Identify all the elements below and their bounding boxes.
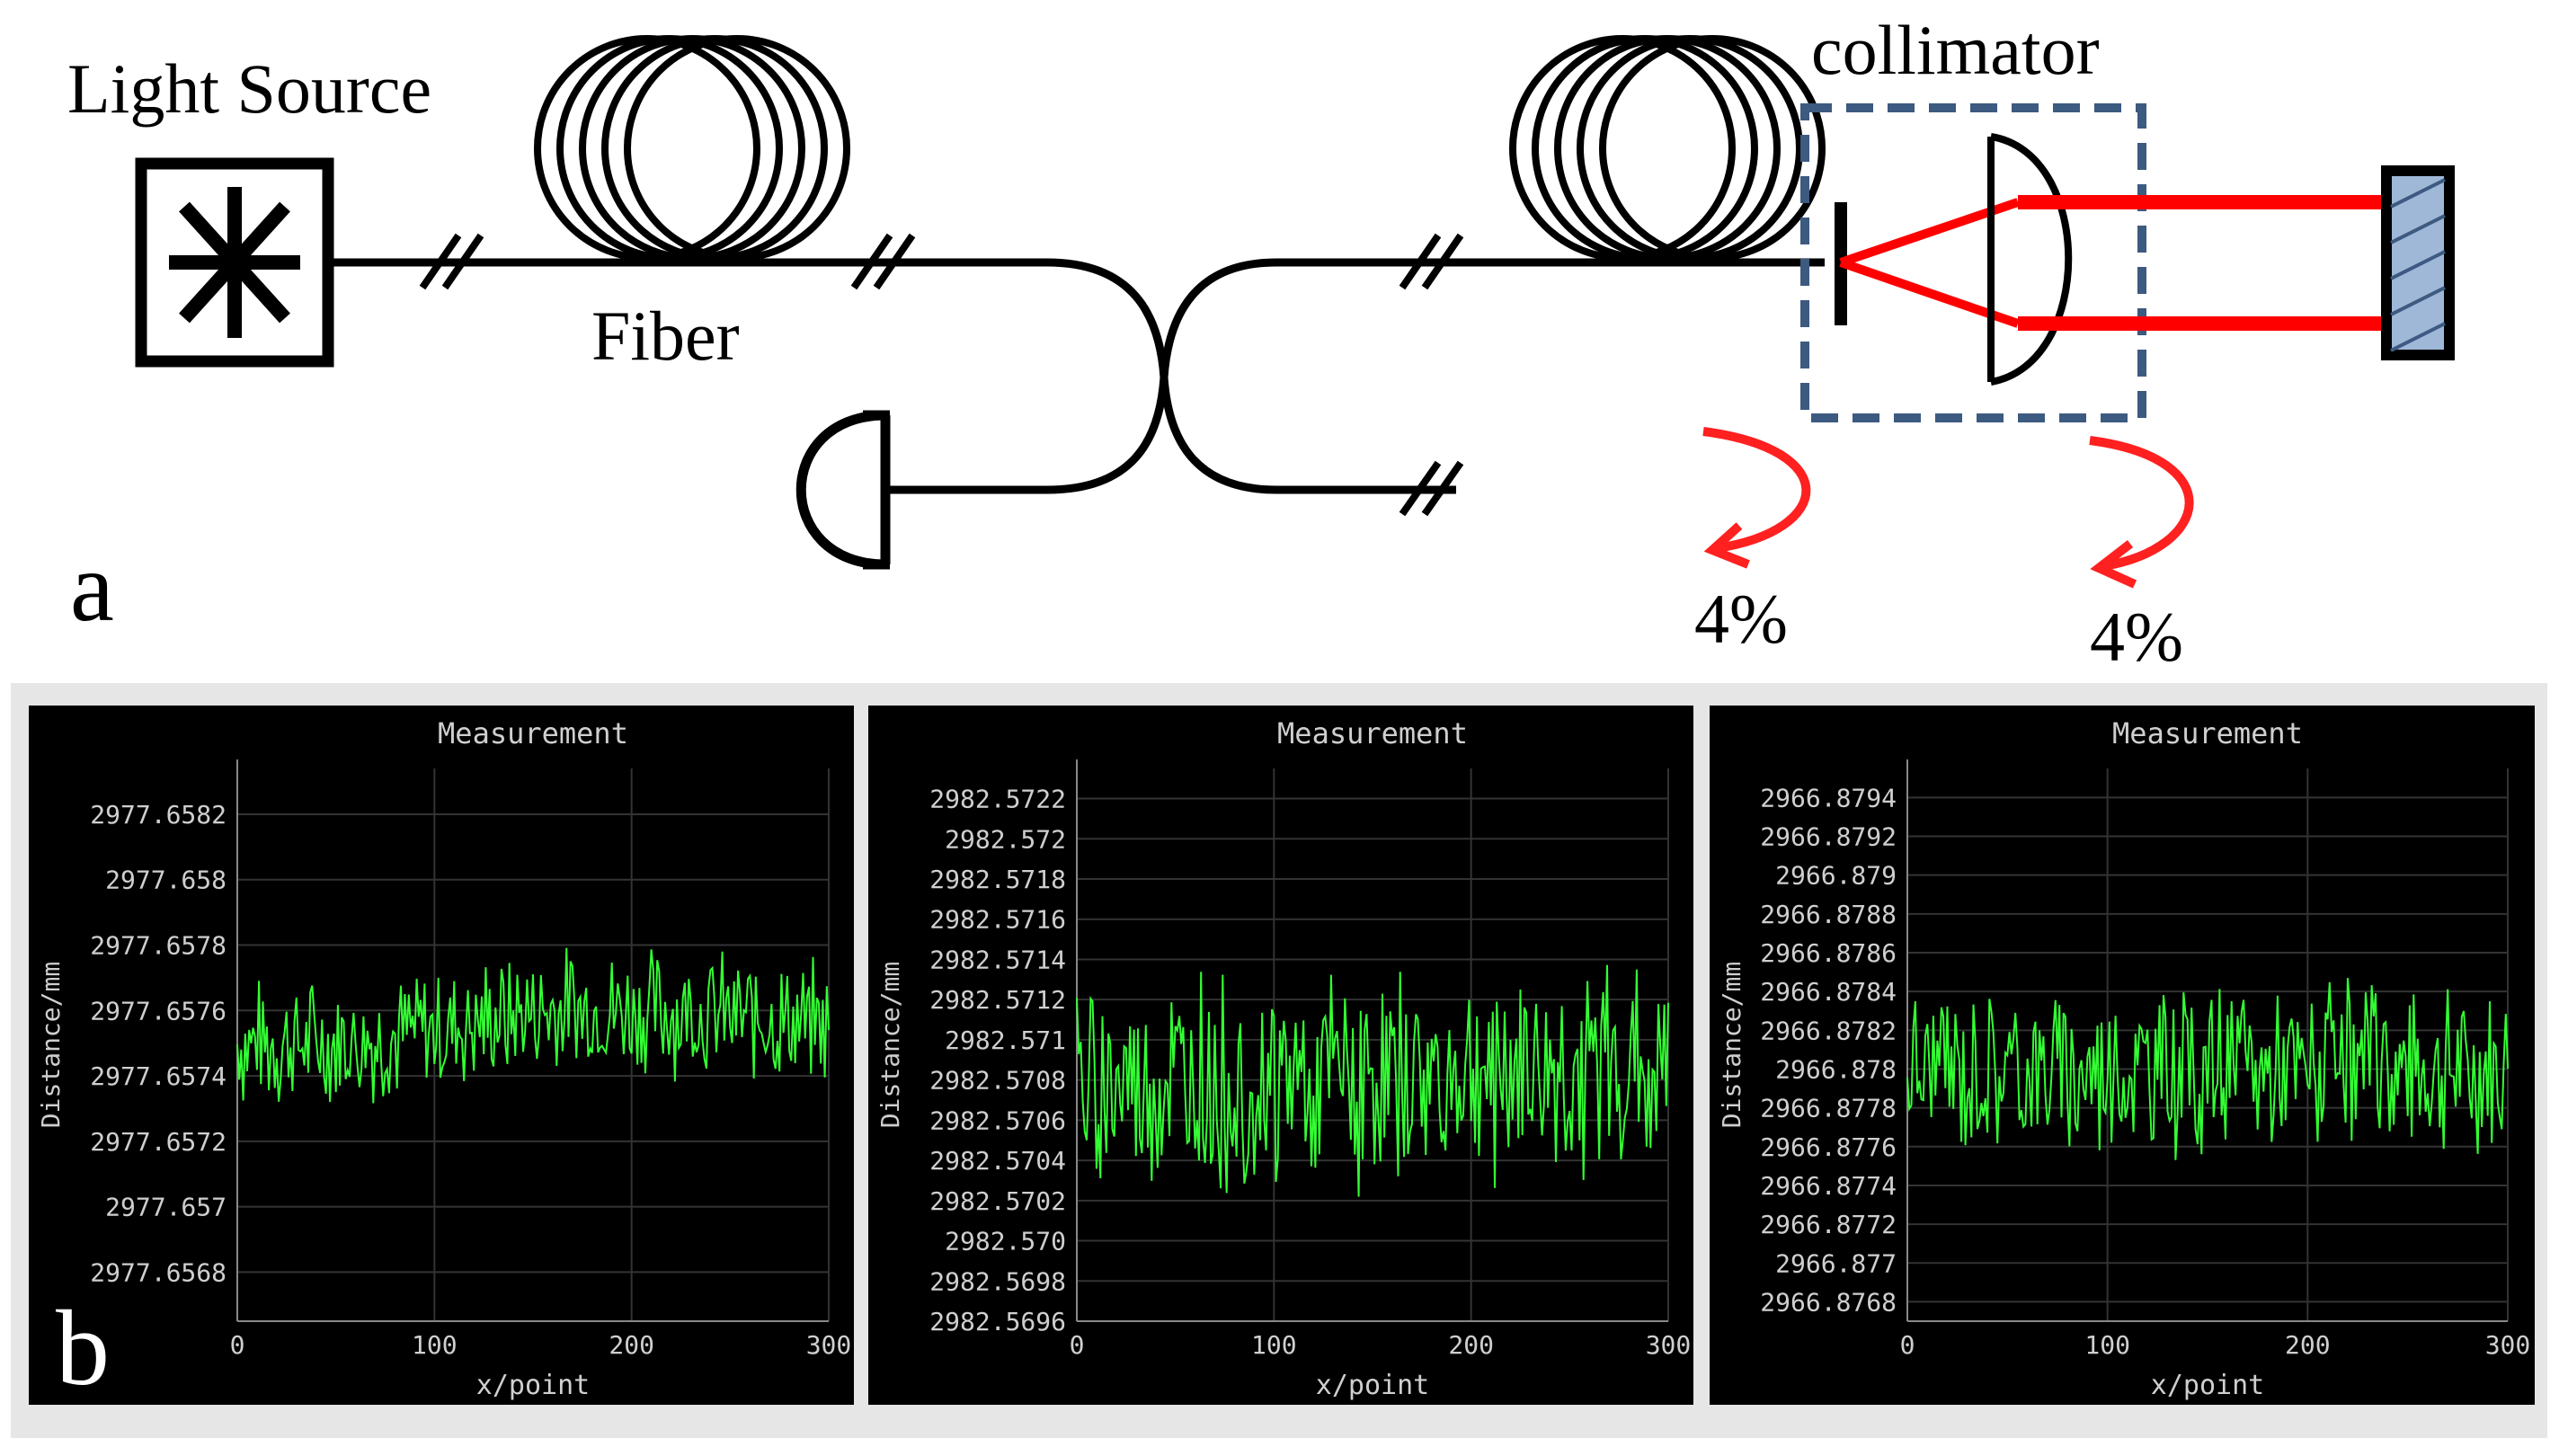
y-tick-label: 2982.5696 — [929, 1307, 1066, 1336]
chart-background — [29, 706, 854, 1405]
x-axis-label: x/point — [1316, 1370, 1429, 1401]
x-axis-label: x/point — [2151, 1370, 2264, 1401]
y-tick-label: 2977.6574 — [90, 1061, 227, 1091]
fiber-break-mark — [850, 233, 916, 290]
y-tick-label: 2982.5712 — [929, 985, 1066, 1015]
y-tick-label: 2982.571 — [945, 1025, 1066, 1055]
panel-b-charts: Measurement 0 100 200 300 2977.6582 2977.658 29… — [29, 706, 2535, 1405]
fiber-label: Fiber — [591, 297, 740, 375]
x-tick-label: 100 — [412, 1330, 458, 1360]
light-source-icon — [135, 157, 334, 368]
y-tick-label: 2977.6578 — [90, 931, 227, 961]
y-tick-label: 2977.6582 — [90, 800, 227, 830]
y-tick-label: 2966.8776 — [1760, 1132, 1897, 1162]
y-axis-label: Distance/mm — [1717, 962, 1746, 1128]
collimator-label: collimator — [1811, 11, 2100, 89]
y-tick-label: 2966.877 — [1775, 1248, 1897, 1278]
y-tick-label: 2982.5706 — [929, 1105, 1066, 1135]
reflector-mirror-icon — [2381, 165, 2455, 360]
photodetector-icon — [795, 410, 891, 570]
chart-title: Measurement — [438, 716, 628, 750]
y-tick-label: 2966.8768 — [1760, 1287, 1897, 1317]
fiber-break-mark — [1399, 460, 1464, 517]
measurement-trace — [236, 947, 830, 1104]
reflection-arrow-icon — [2089, 436, 2194, 589]
x-tick-label: 300 — [1646, 1330, 1692, 1360]
reflection-right-label: 4% — [2090, 598, 2183, 676]
y-axis-label: Distance/mm — [36, 962, 66, 1128]
y-tick-label: 2966.8792 — [1760, 822, 1897, 852]
y-tick-label: 2982.570 — [945, 1227, 1066, 1256]
panel-a-letter: a — [70, 532, 114, 642]
x-tick-label: 200 — [609, 1330, 654, 1360]
measurement-trace — [1076, 964, 1669, 1197]
x-tick-label: 200 — [1448, 1330, 1494, 1360]
x-tick-label: 100 — [2084, 1330, 2130, 1360]
y-tick-label: 2982.5702 — [929, 1186, 1066, 1216]
measurement-chart: Measurement 0 100 200 300 2977.6582 2977.658 29… — [29, 706, 854, 1405]
collimator-box — [1800, 103, 2146, 422]
x-axis-label: x/point — [476, 1370, 590, 1401]
reflection-left-label: 4% — [1694, 580, 1788, 658]
y-tick-label: 2982.5722 — [929, 785, 1066, 814]
measurement-chart: Measurement 0 100 200 300 2966.8794 2966.8792 2… — [1710, 706, 2535, 1405]
reflection-arrow-icon — [1702, 427, 1811, 569]
y-tick-label: 2977.657 — [105, 1193, 227, 1222]
y-tick-label: 2982.5718 — [929, 865, 1066, 894]
y-tick-label: 2982.5708 — [929, 1066, 1066, 1096]
light-source-label: Light Source — [67, 49, 431, 128]
y-tick-label: 2966.8772 — [1760, 1210, 1897, 1239]
x-tick-label: 300 — [2485, 1330, 2531, 1360]
y-tick-label: 2982.5714 — [929, 945, 1066, 974]
x-tick-label: 0 — [1900, 1330, 1915, 1360]
y-tick-label: 2966.8778 — [1760, 1094, 1897, 1123]
collimating-lens-icon — [1987, 133, 2073, 386]
y-tick-label: 2966.879 — [1775, 861, 1897, 891]
fiber-break-mark — [1399, 233, 1464, 290]
x-tick-label: 100 — [1251, 1330, 1297, 1360]
y-tick-label: 2966.8774 — [1760, 1171, 1897, 1201]
y-tick-label: 2977.658 — [105, 866, 227, 895]
y-tick-label: 2982.5716 — [929, 905, 1066, 935]
y-tick-label: 2966.878 — [1775, 1054, 1897, 1084]
measurement-trace — [1906, 978, 2509, 1160]
y-tick-label: 2977.6572 — [90, 1127, 227, 1157]
chart-title: Measurement — [1277, 716, 1468, 750]
chart-title: Measurement — [2112, 716, 2303, 750]
y-tick-label: 2977.6576 — [90, 996, 227, 1025]
y-tick-label: 2982.5698 — [929, 1266, 1066, 1296]
x-tick-label: 300 — [806, 1330, 852, 1360]
fiber-coupler — [885, 258, 1825, 494]
y-tick-label: 2977.6568 — [90, 1257, 227, 1287]
y-tick-label: 2966.8794 — [1760, 783, 1897, 812]
x-tick-label: 200 — [2285, 1330, 2331, 1360]
x-tick-label: 0 — [230, 1330, 245, 1360]
y-tick-label: 2966.8782 — [1760, 1016, 1897, 1045]
measurement-chart: Measurement 0 100 200 300 2982.5722 2982.572 29… — [868, 706, 1693, 1405]
y-axis-label: Distance/mm — [875, 962, 905, 1128]
y-tick-label: 2982.572 — [945, 824, 1066, 854]
y-tick-label: 2966.8788 — [1760, 900, 1897, 929]
panel-b-letter: b — [56, 1288, 110, 1407]
panel-a-setup-diagram: Light Source Fiber — [67, 11, 2455, 676]
x-tick-label: 0 — [1070, 1330, 1085, 1360]
chart-background — [1710, 706, 2535, 1405]
fiber-break-mark — [419, 233, 484, 290]
y-tick-label: 2966.8786 — [1760, 938, 1897, 968]
fiber-coil-icon — [1509, 35, 1826, 262]
fiber-coil-icon — [534, 35, 850, 262]
y-tick-label: 2966.8784 — [1760, 977, 1897, 1007]
y-tick-label: 2982.5704 — [929, 1146, 1066, 1176]
beam-collimated — [2018, 195, 2386, 331]
